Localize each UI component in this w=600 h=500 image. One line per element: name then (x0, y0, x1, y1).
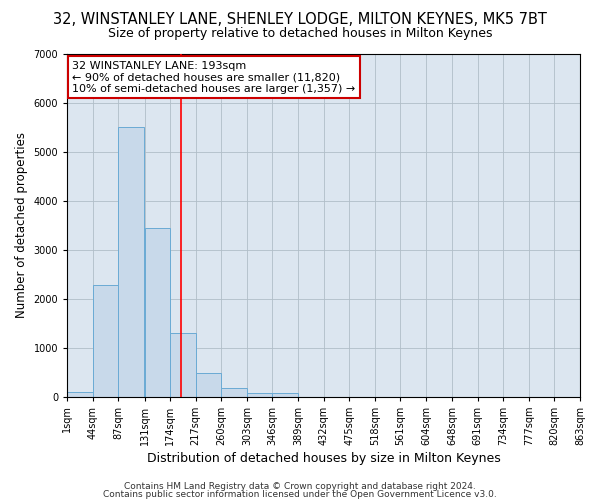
Text: 32 WINSTANLEY LANE: 193sqm
← 90% of detached houses are smaller (11,820)
10% of : 32 WINSTANLEY LANE: 193sqm ← 90% of deta… (73, 61, 356, 94)
Bar (272, 393, 298, 396)
X-axis label: Distribution of detached houses by size in Milton Keynes: Distribution of detached houses by size … (147, 452, 500, 465)
Text: Contains public sector information licensed under the Open Government Licence v3: Contains public sector information licen… (103, 490, 497, 499)
Bar (247, 393, 272, 396)
Bar (145, 228, 170, 396)
Bar (221, 388, 247, 396)
Text: 32, WINSTANLEY LANE, SHENLEY LODGE, MILTON KEYNES, MK5 7BT: 32, WINSTANLEY LANE, SHENLEY LODGE, MILT… (53, 12, 547, 28)
Y-axis label: Number of detached properties: Number of detached properties (15, 132, 28, 318)
Text: Contains HM Land Registry data © Crown copyright and database right 2024.: Contains HM Land Registry data © Crown c… (124, 482, 476, 491)
Bar (170, 333, 196, 396)
Text: Size of property relative to detached houses in Milton Keynes: Size of property relative to detached ho… (108, 28, 492, 40)
Bar (67, 392, 93, 396)
Bar (118, 128, 144, 396)
Bar (93, 285, 118, 397)
Bar (196, 374, 221, 396)
